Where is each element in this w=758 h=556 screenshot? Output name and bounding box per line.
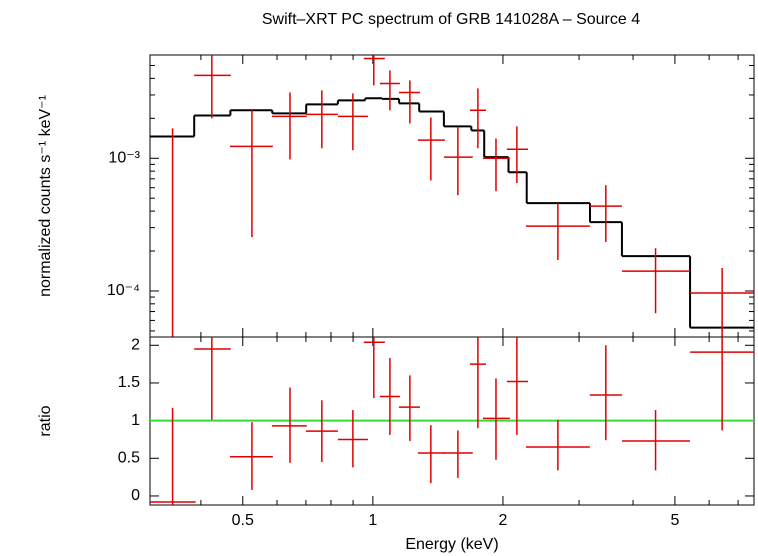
y-tick-label: 0.5 bbox=[118, 450, 140, 467]
y-tick-label: 1 bbox=[131, 412, 140, 429]
x-tick-label: 5 bbox=[670, 512, 679, 529]
x-tick-label: 0.5 bbox=[232, 512, 254, 529]
y-tick-label: 10⁻⁴ bbox=[107, 282, 140, 299]
plot-area bbox=[150, 55, 754, 337]
y-tick-label: 1.5 bbox=[118, 374, 140, 391]
y-tick-label: 10⁻³ bbox=[108, 149, 140, 166]
x-axis-label: Energy (keV) bbox=[405, 536, 498, 553]
plot-frame bbox=[149, 54, 755, 338]
x-tick-label: 2 bbox=[498, 512, 507, 529]
y-axis-label: normalized counts s⁻¹ keV⁻¹ bbox=[37, 95, 54, 297]
y-axis-label: ratio bbox=[37, 405, 54, 436]
plot-area bbox=[150, 337, 754, 505]
y-tick-label: 0 bbox=[131, 487, 140, 504]
y-tick-label: 2 bbox=[131, 337, 140, 354]
x-tick-label: 1 bbox=[368, 512, 377, 529]
chart-title: Swift–XRT PC spectrum of GRB 141028A – S… bbox=[262, 11, 640, 28]
